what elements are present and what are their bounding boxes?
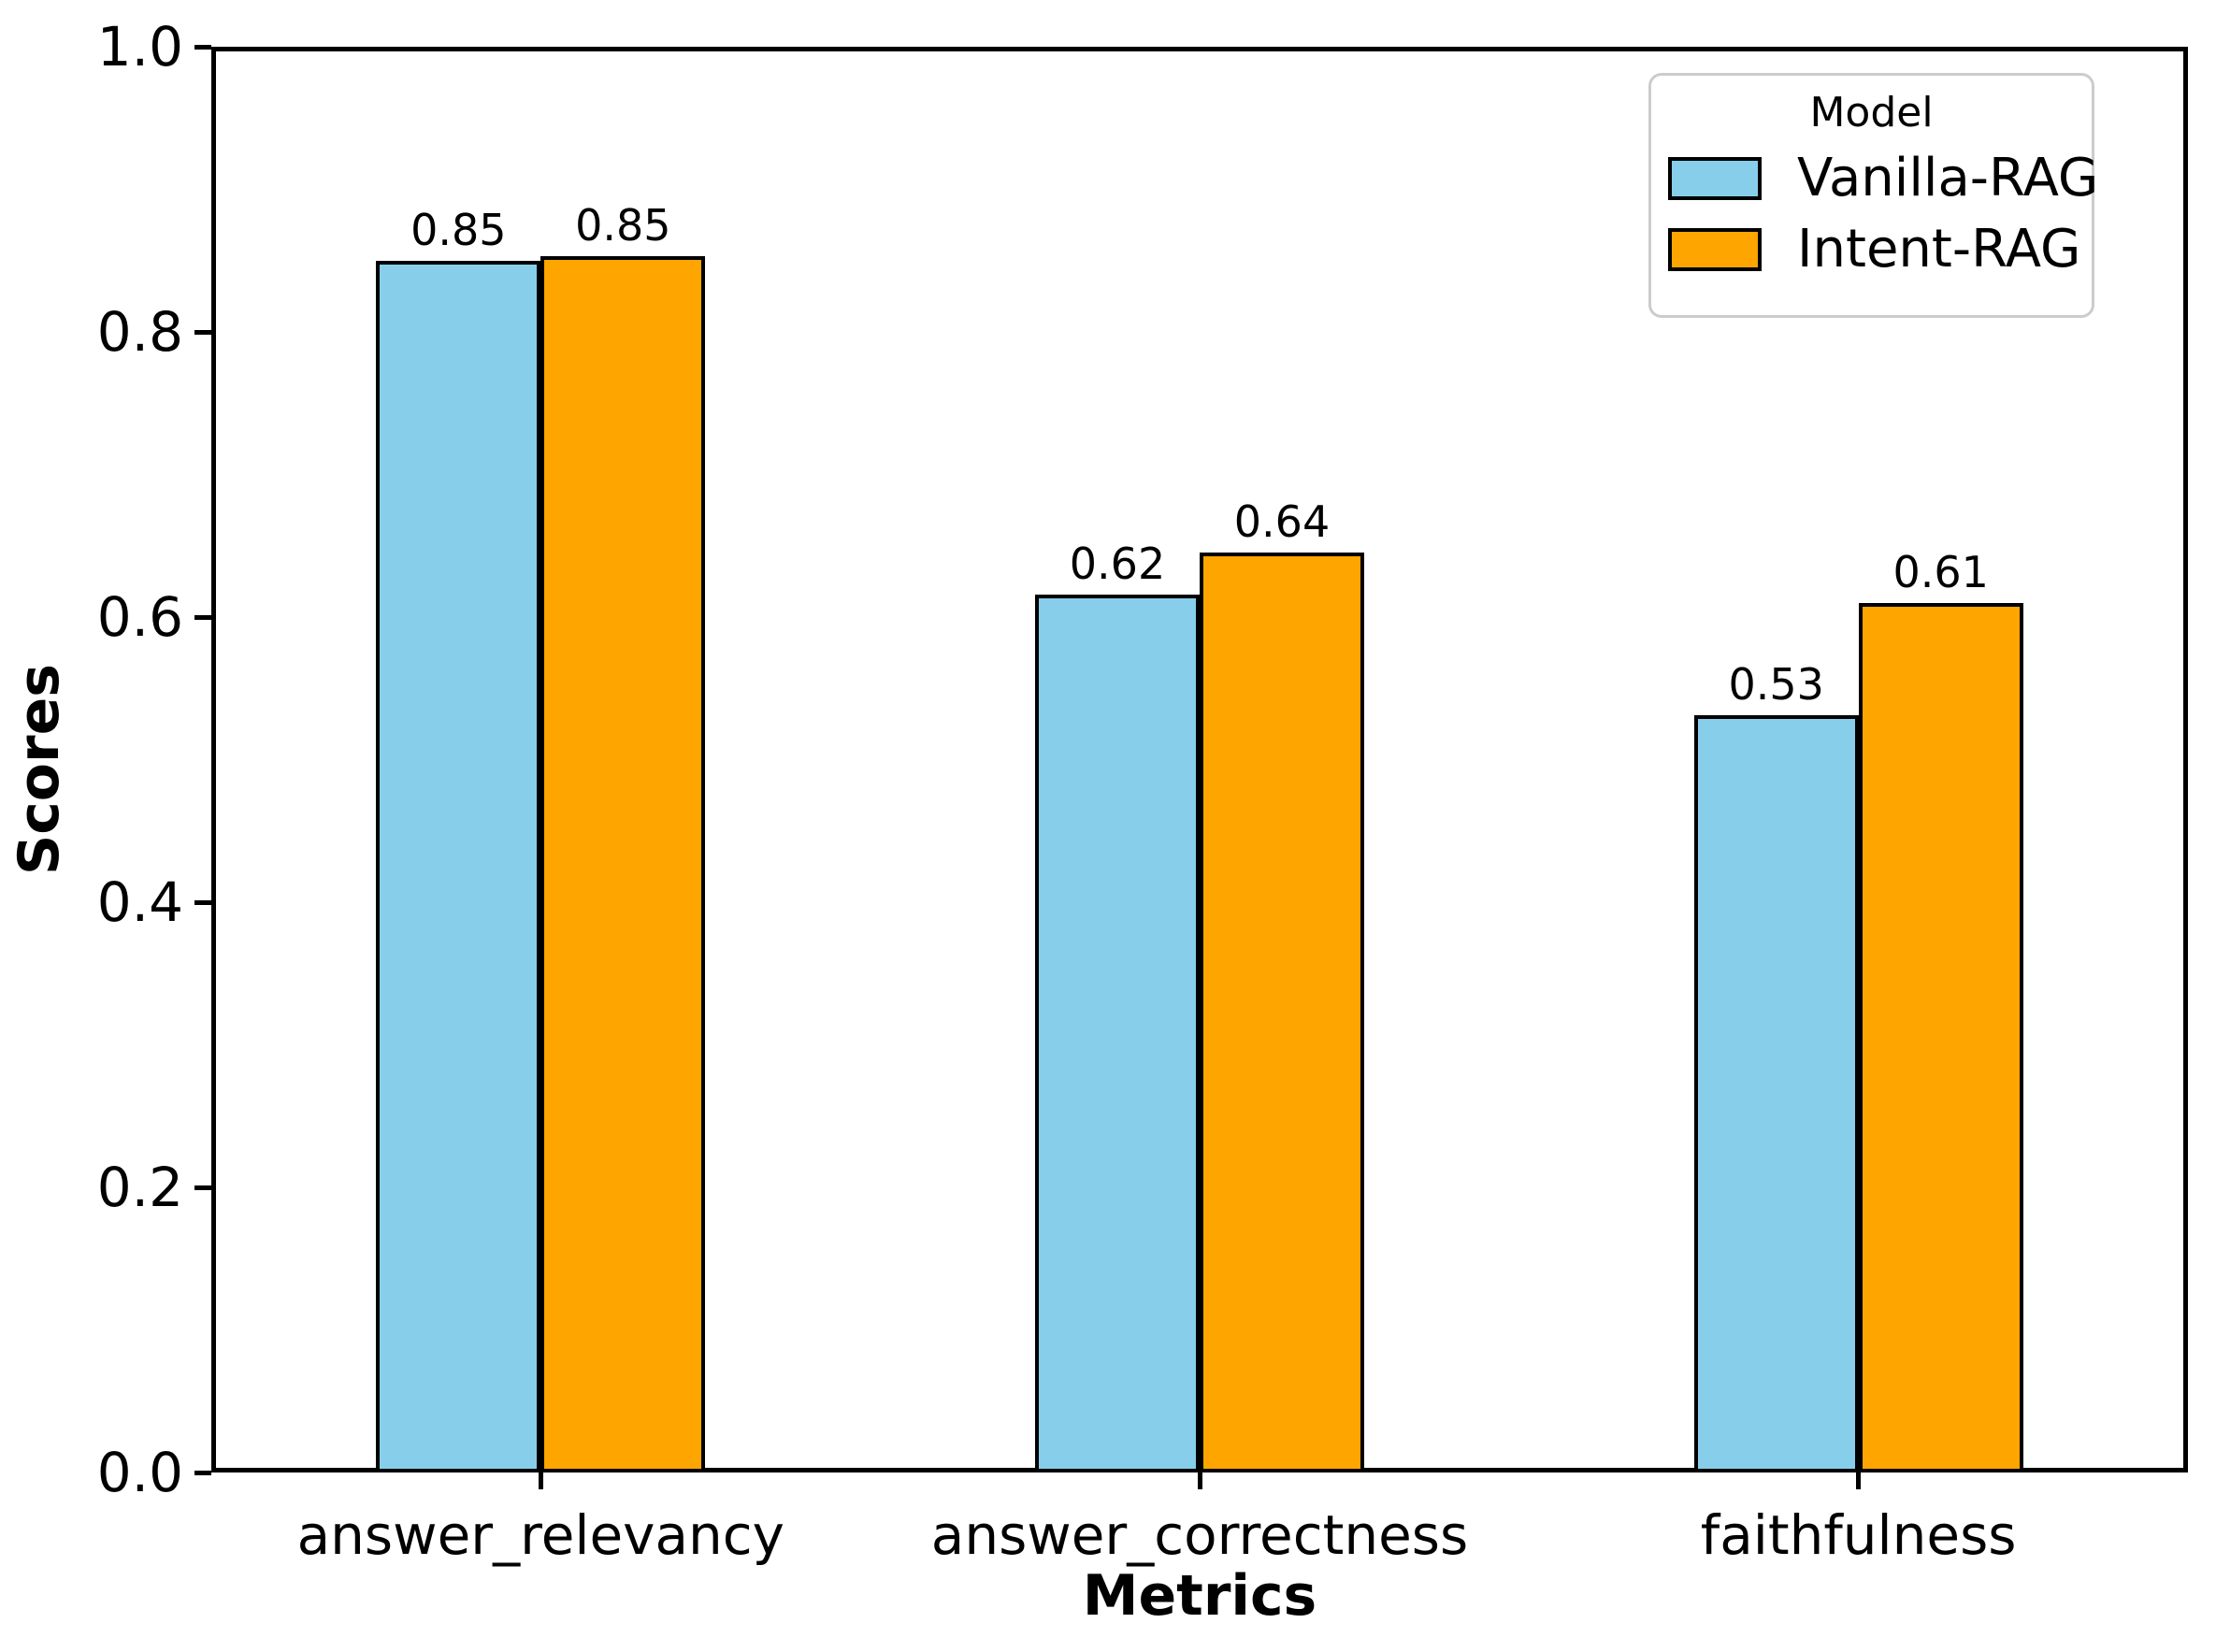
legend-item-label: Vanilla-RAG: [1797, 148, 2099, 209]
y-tick-label-0.4: 0.4: [96, 870, 183, 934]
legend-title: Model: [1809, 89, 1934, 136]
y-tick-mark-0.0: [194, 1470, 211, 1475]
intent-rag-swatch-icon: [1668, 228, 1762, 272]
legend: Model Vanilla-RAG Intent-RAG: [1648, 73, 2098, 318]
bar-value-label-vanilla-rag-answer_correctness: 0.62: [1069, 538, 1166, 589]
x-tick-label-answer_correctness: answer_correctness: [930, 1503, 1469, 1567]
legend-item-label: Intent-RAG: [1797, 219, 2081, 280]
y-tick-mark-0.6: [194, 614, 211, 620]
bar-intent-rag-answer_correctness: [1200, 553, 1364, 1472]
legend-item-intent-rag: Intent-RAG: [1668, 223, 2092, 276]
y-tick-mark-0.4: [194, 899, 211, 905]
bar-value-label-vanilla-rag-faithfulness: 0.53: [1728, 659, 1824, 711]
x-axis-title: Metrics: [1082, 1563, 1317, 1629]
x-tick-mark-answer_relevancy: [538, 1472, 543, 1489]
y-tick-label-0.2: 0.2: [96, 1156, 183, 1219]
y-tick-label-0.8: 0.8: [96, 300, 183, 364]
bar-value-label-vanilla-rag-answer_relevancy: 0.85: [410, 204, 507, 255]
x-tick-mark-answer_correctness: [1197, 1472, 1202, 1489]
y-tick-label-0.0: 0.0: [96, 1441, 183, 1504]
bar-vanilla-rag-answer_correctness: [1035, 594, 1200, 1472]
legend-item-vanilla-rag: Vanilla-RAG: [1668, 152, 2098, 205]
bar-vanilla-rag-faithfulness: [1693, 715, 1859, 1472]
bar-intent-rag-answer_relevancy: [540, 256, 706, 1472]
y-tick-label-1.0: 1.0: [96, 15, 183, 79]
x-tick-mark-faithfulness: [1856, 1472, 1862, 1489]
vanilla-rag-swatch-icon: [1668, 157, 1762, 201]
x-tick-label-faithfulness: faithfulness: [1700, 1503, 2017, 1567]
bar-intent-rag-faithfulness: [1858, 602, 2023, 1472]
x-tick-label-answer_relevancy: answer_relevancy: [296, 1503, 785, 1567]
y-tick-label-0.6: 0.6: [96, 585, 183, 649]
y-tick-mark-0.8: [194, 329, 211, 335]
y-tick-mark-0.2: [194, 1185, 211, 1190]
y-axis-title: Scores: [7, 664, 72, 875]
bar-vanilla-rag-answer_relevancy: [376, 260, 541, 1472]
y-tick-mark-1.0: [194, 44, 211, 50]
bar-value-label-intent-rag-answer_correctness: 0.64: [1233, 496, 1331, 548]
bar-value-label-intent-rag-answer_relevancy: 0.85: [575, 200, 671, 251]
bar-value-label-intent-rag-faithfulness: 0.61: [1892, 546, 1989, 597]
